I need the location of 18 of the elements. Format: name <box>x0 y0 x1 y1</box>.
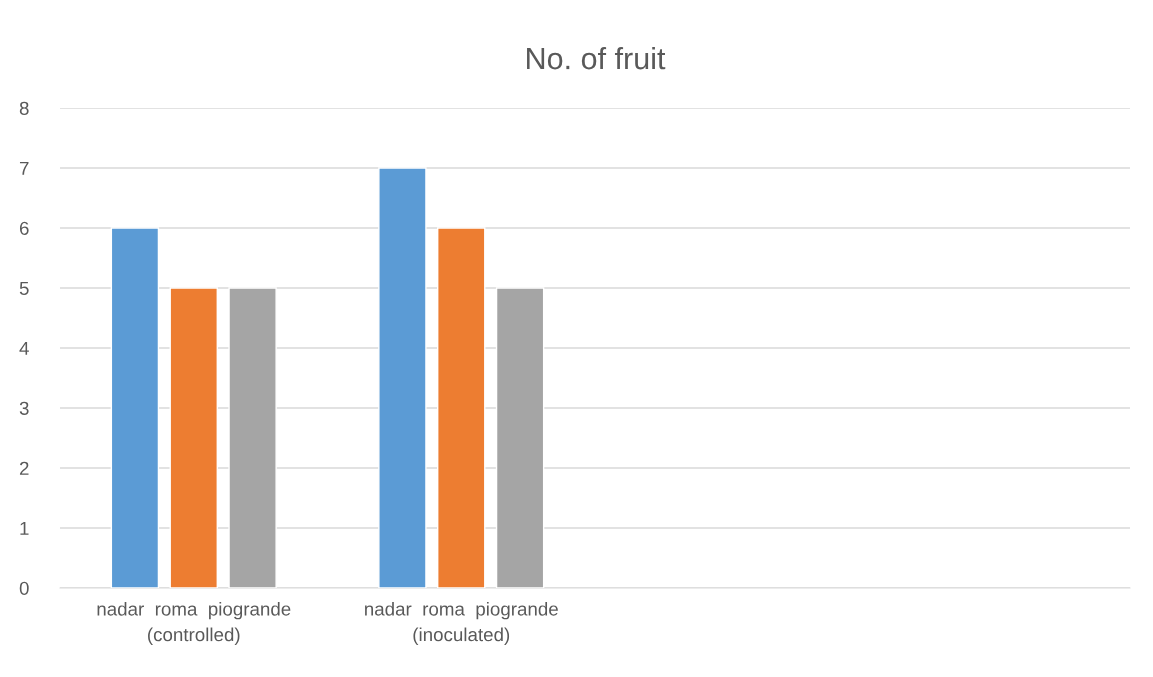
x-tick-label: nadar roma piogrande (inoculated) <box>365 601 558 645</box>
bar <box>169 287 218 588</box>
y-tick-label: 8 <box>19 101 29 115</box>
bar <box>495 287 545 588</box>
y-tick-label: 4 <box>19 341 29 355</box>
y-tick-label: 1 <box>20 521 29 535</box>
bar <box>110 227 160 588</box>
y-tick-label: 0 <box>19 581 29 595</box>
x-tick-label: nadar roma piogrande (controlled) <box>97 601 291 645</box>
bar <box>437 227 486 588</box>
y-tick-label: 6 <box>19 221 29 235</box>
y-tick-label: 7 <box>19 161 29 175</box>
y-tick-label: 5 <box>19 281 29 295</box>
y-tick-label: 2 <box>19 461 29 475</box>
bar <box>378 167 427 588</box>
chart-title: No. of fruit <box>527 46 666 70</box>
y-tick-label: 3 <box>19 401 29 415</box>
bar <box>228 287 277 588</box>
